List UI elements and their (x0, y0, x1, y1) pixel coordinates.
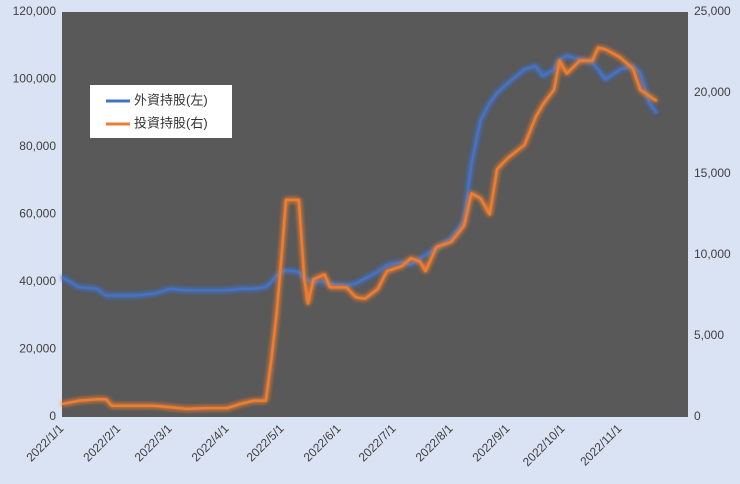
plot-area (62, 12, 688, 417)
legend-box (90, 85, 232, 138)
x-tick-label: 2022/9/1 (470, 421, 513, 464)
x-tick-label: 2022/5/1 (244, 421, 287, 464)
y-tick-label: 120,000 (13, 4, 57, 18)
y2-tick-label: 20,000 (694, 85, 731, 99)
x-tick-label: 2022/10/1 (520, 421, 568, 469)
x-tick-label: 2022/4/1 (189, 421, 232, 464)
y-tick-label: 60,000 (19, 207, 56, 221)
y2-tick-label: 10,000 (694, 247, 731, 261)
x-tick-label: 2022/11/1 (577, 421, 624, 468)
legend-label: 外資持股(左) (134, 92, 208, 107)
x-tick-label: 2022/2/1 (80, 421, 123, 464)
y-tick-label: 0 (49, 409, 56, 423)
y-tick-label: 20,000 (19, 342, 56, 356)
x-tick-label: 2022/1/1 (23, 421, 66, 464)
x-tick-label: 2022/7/1 (356, 421, 399, 464)
legend: 外資持股(左) 投資持股(右) (90, 85, 232, 138)
y2-tick-label: 5,000 (694, 328, 724, 342)
y2-tick-label: 15,000 (694, 166, 731, 180)
y-tick-label: 80,000 (19, 139, 56, 153)
y-tick-label: 40,000 (19, 274, 56, 288)
x-tick-label: 2022/8/1 (413, 421, 456, 464)
legend-label: 投資持股(右) (134, 115, 208, 130)
y2-tick-label: 25,000 (694, 4, 731, 18)
series-line (61, 54, 658, 297)
y2-tick-label: 0 (694, 409, 701, 423)
x-tick-label: 2022/3/1 (132, 421, 175, 464)
x-tick-label: 2022/6/1 (301, 421, 344, 464)
y-tick-label: 100,000 (13, 72, 57, 86)
series-line (61, 46, 658, 411)
